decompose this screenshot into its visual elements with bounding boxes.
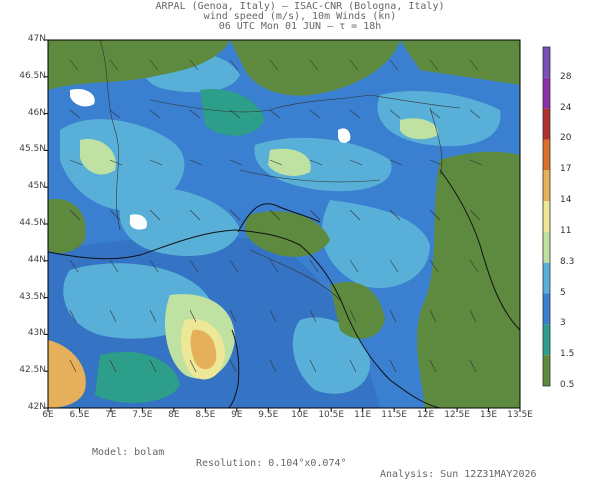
coastlines bbox=[48, 169, 520, 408]
colorbar-swatch bbox=[543, 262, 550, 294]
calm-zone-central-alps bbox=[230, 40, 400, 96]
colorbar-label: 3 bbox=[560, 318, 566, 329]
wind-speed-map bbox=[44, 39, 551, 412]
colorbar-label: 0.5 bbox=[560, 380, 575, 390]
lon-label: 12E bbox=[417, 410, 435, 420]
colorbar-swatch bbox=[543, 77, 550, 109]
lat-label: 43.5N bbox=[19, 291, 46, 302]
map-title-time: 06 UTC Mon 01 JUN – τ = 18h bbox=[218, 21, 382, 32]
map-title-institutions: ARPAL (Genoa, Italy) – ISAC-CNR (Bologna… bbox=[155, 1, 445, 12]
orange-zone-sw bbox=[48, 340, 86, 408]
colorbar-swatch bbox=[543, 47, 550, 78]
map-title-variables: wind speed (m/s), 10m Winds (kn) bbox=[203, 11, 397, 22]
colorbar-swatch bbox=[543, 355, 550, 386]
lat-label: 42.5N bbox=[19, 365, 46, 376]
light-green-zone bbox=[80, 139, 116, 175]
colorbar-swatch bbox=[543, 108, 550, 140]
colorbar-label: 28 bbox=[560, 71, 572, 82]
axis-ticks bbox=[44, 39, 521, 412]
light-zone bbox=[119, 187, 240, 256]
calm-zone-east-alps bbox=[400, 40, 520, 85]
lon-label: 8E bbox=[168, 410, 180, 420]
colorbar-label: 17 bbox=[560, 164, 572, 175]
lon-label: 13E bbox=[479, 410, 498, 420]
lat-label: 45N bbox=[27, 181, 46, 192]
calm-zone-po-valley bbox=[245, 211, 330, 257]
lat-label: 44.5N bbox=[19, 218, 46, 228]
borders bbox=[99, 40, 461, 301]
colorbar-label: 5 bbox=[560, 287, 566, 298]
lon-label: 9.5E bbox=[258, 410, 279, 420]
footer-analysis: Analysis: Sun 12Z31MAY2026 bbox=[380, 469, 537, 480]
light-green-zone bbox=[268, 148, 311, 176]
calm-zone-apennines bbox=[330, 281, 385, 339]
lon-label: 13.5E bbox=[507, 410, 533, 420]
colorbar-label: 11 bbox=[560, 225, 572, 236]
lon-label: 9E bbox=[231, 410, 243, 420]
lon-label: 11.5E bbox=[381, 410, 407, 420]
lat-label: 43N bbox=[27, 328, 46, 339]
footer: Model: bolam Resolution: 0.104°x0.074° A… bbox=[0, 436, 600, 480]
lon-label: 7.5E bbox=[132, 410, 153, 420]
colorbar-swatch bbox=[543, 231, 550, 263]
lat-label: 44N bbox=[27, 254, 46, 265]
colorbar-swatch bbox=[543, 139, 550, 171]
footer-resolution: Resolution: 0.104°x0.074° bbox=[196, 458, 347, 469]
lon-label: 12.5E bbox=[444, 410, 470, 420]
orange-zone bbox=[190, 329, 217, 370]
lat-label: 47N bbox=[27, 34, 46, 44]
lon-label: 10.5E bbox=[318, 410, 345, 420]
calm-zone-balkans bbox=[417, 151, 520, 408]
lat-label: 46N bbox=[27, 107, 46, 118]
wind-field bbox=[48, 40, 520, 408]
calm-zone-provence bbox=[48, 199, 86, 253]
colorbar-swatch bbox=[543, 170, 550, 202]
lon-label: 6.5E bbox=[69, 410, 90, 420]
lat-label: 42N bbox=[27, 402, 46, 412]
light-zone bbox=[321, 200, 430, 289]
lon-label: 7E bbox=[105, 410, 117, 420]
lon-label: 6E bbox=[42, 410, 54, 420]
colorbar-label: 8.3 bbox=[560, 256, 575, 267]
lon-label: 8.5E bbox=[195, 410, 216, 420]
colorbar-label: 20 bbox=[560, 133, 572, 144]
light-green-zone bbox=[400, 118, 439, 140]
colorbar-frame bbox=[542, 46, 551, 387]
colorbar-swatch bbox=[543, 201, 550, 232]
teal-zone bbox=[95, 351, 180, 403]
lon-label: 10E bbox=[291, 410, 309, 420]
colorbar-swatch bbox=[543, 293, 550, 325]
lake-geneva bbox=[70, 88, 95, 107]
colorbar-label: 1.5 bbox=[560, 349, 575, 360]
colorbar-label: 14 bbox=[560, 195, 572, 206]
colorbar-swatch bbox=[543, 324, 550, 356]
colorbar bbox=[542, 46, 551, 387]
colorbar-label: 24 bbox=[560, 102, 572, 113]
white-patch bbox=[129, 214, 148, 230]
lake-garda bbox=[337, 128, 351, 143]
wind-barbs bbox=[69, 59, 483, 373]
lat-label: 46.5N bbox=[19, 70, 46, 81]
lat-label: 45.5N bbox=[19, 144, 46, 155]
calm-zone-west-alps bbox=[48, 40, 230, 90]
footer-model: Model: bolam bbox=[92, 447, 165, 458]
lon-label: 11E bbox=[354, 410, 372, 420]
